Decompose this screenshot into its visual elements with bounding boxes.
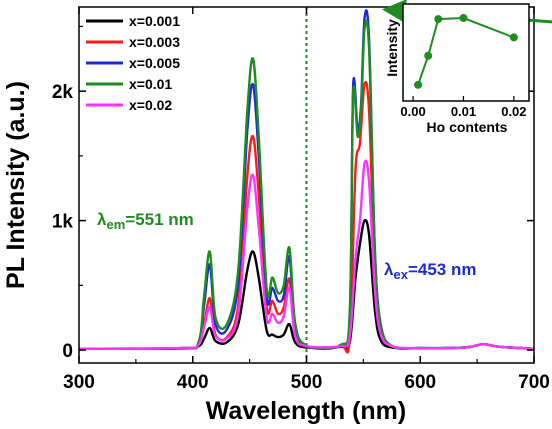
legend: x=0.001 x=0.003 x=0.005 x=0.01 x=0.02 [86, 13, 180, 113]
y-tick-label: 0 [62, 341, 73, 362]
legend-label: x=0.003 [129, 34, 180, 50]
x-tick-label: 300 [63, 372, 95, 393]
legend-label: x=0.005 [129, 55, 180, 71]
x-tick-label: 700 [518, 372, 550, 393]
series-line-4 [78, 19, 535, 350]
inset-chart: 0.00 0.01 0.02 Intensity Ho contents [384, 3, 530, 135]
y-tick-label: 2k [52, 82, 74, 103]
y-tick-label: 1k [52, 212, 74, 233]
inset-point [434, 15, 443, 24]
ticks-layer: 300 400 500 600 700 0 1k 2k [52, 7, 550, 393]
inset-y-title: Intensity [384, 19, 400, 77]
series-layer [78, 9, 535, 354]
legend-label: x=0.01 [129, 76, 172, 92]
x-tick-label: 500 [291, 372, 323, 393]
main-plot-area: 300 400 500 600 700 0 1k 2k [52, 6, 550, 393]
inset-point [414, 80, 423, 89]
inset-point [509, 33, 518, 42]
inset-x-title: Ho contents [427, 119, 508, 135]
legend-label: x=0.001 [129, 13, 180, 29]
legend-label: x=0.02 [129, 97, 172, 113]
y-axis-title: PL Intensity (a.u.) [2, 81, 30, 289]
series-line-1 [78, 218, 535, 350]
inset-point [459, 14, 468, 23]
inset-x-tick-label: 0.00 [400, 104, 425, 119]
inset-point [424, 51, 433, 60]
annotation-em: λem=551 nm [97, 210, 194, 232]
x-tick-label: 400 [177, 372, 209, 393]
series-line-5 [78, 159, 535, 350]
x-tick-label: 600 [404, 372, 436, 393]
inset-ticks-layer: 0.00 0.01 0.02 [400, 96, 527, 119]
inset-series-layer [414, 14, 518, 89]
inset-x-tick-label: 0.02 [501, 104, 526, 119]
inset-x-tick-label: 0.01 [451, 104, 476, 119]
annotation-ex: λex=453 nm [384, 260, 476, 282]
x-axis-title: Wavelength (nm) [206, 397, 406, 425]
